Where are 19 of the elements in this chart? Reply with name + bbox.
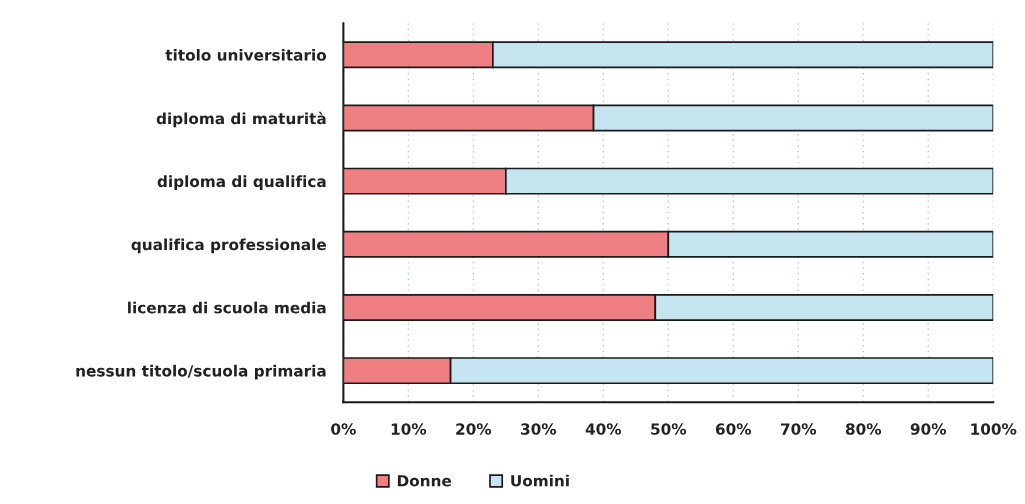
x-tick-label: 20% bbox=[456, 423, 492, 435]
x-tick-label: 80% bbox=[845, 423, 882, 435]
x-tick-label: 60% bbox=[715, 423, 752, 435]
x-tick-label: 0% bbox=[331, 423, 356, 435]
y-tick-label: diploma di maturità bbox=[156, 111, 326, 128]
x-tick-label: 30% bbox=[521, 423, 557, 435]
legend-label: Uomini bbox=[511, 474, 569, 487]
x-tick-label: 90% bbox=[910, 423, 947, 435]
x-tick-label: 10% bbox=[391, 423, 427, 435]
x-tick-label: 100% bbox=[971, 423, 1017, 435]
y-tick-label: licenza di scuola media bbox=[128, 301, 326, 314]
x-tick-label: 70% bbox=[781, 423, 817, 435]
legend-label: Donne bbox=[397, 475, 452, 487]
y-tick-label: diploma di qualifica bbox=[157, 175, 326, 191]
x-tick-label: 50% bbox=[651, 423, 687, 435]
y-tick-label: qualifica professionale bbox=[131, 238, 326, 254]
y-tick-label: titolo universitario bbox=[165, 48, 327, 61]
x-tick-label: 40% bbox=[585, 423, 622, 435]
y-tick-label: nessun titolo/scuola primaria bbox=[76, 364, 326, 380]
